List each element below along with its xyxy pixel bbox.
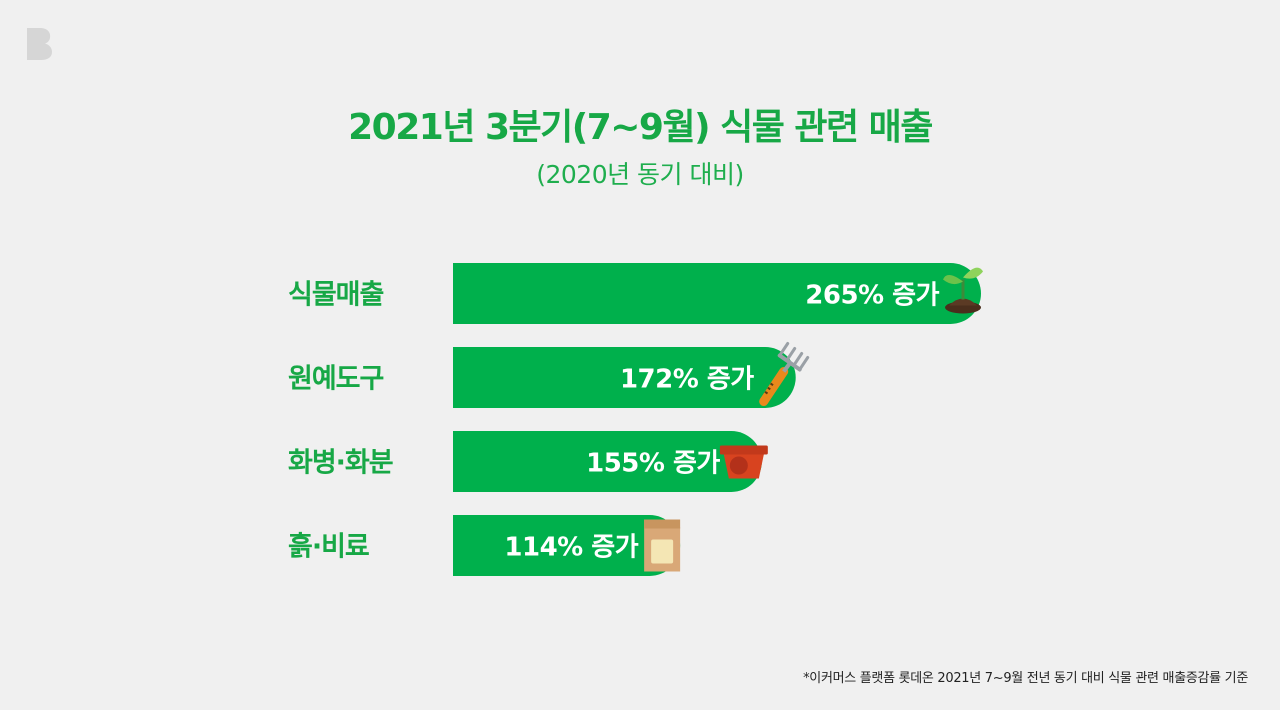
chart-title: 2021년 3분기(7~9월) 식물 관련 매출 xyxy=(348,107,933,148)
garden-rake-icon xyxy=(759,342,810,406)
bar xyxy=(453,431,762,492)
category-label: 화병·화분 xyxy=(288,448,393,479)
soil-bag-icon xyxy=(644,519,681,572)
bar xyxy=(453,347,796,408)
chart-subtitle: (2020년 동기 대비) xyxy=(536,160,744,189)
category-label: 흙·비료 xyxy=(288,532,369,563)
bar xyxy=(453,263,981,324)
value-label: 155% 증가 xyxy=(586,449,720,479)
bar xyxy=(453,515,681,576)
footnote: *이커머스 플랫폼 롯데온 2021년 7~9월 전년 동기 대비 식물 관련 … xyxy=(803,671,1248,686)
value-label: 114% 증가 xyxy=(504,533,638,563)
brand-logo-icon xyxy=(27,28,52,60)
value-label: 172% 증가 xyxy=(620,365,754,395)
category-label: 식물매출 xyxy=(288,280,384,311)
sprout-icon xyxy=(943,267,983,314)
category-label: 원예도구 xyxy=(288,364,384,395)
value-label: 265% 증가 xyxy=(805,281,939,311)
flower-pot-icon xyxy=(719,445,768,479)
